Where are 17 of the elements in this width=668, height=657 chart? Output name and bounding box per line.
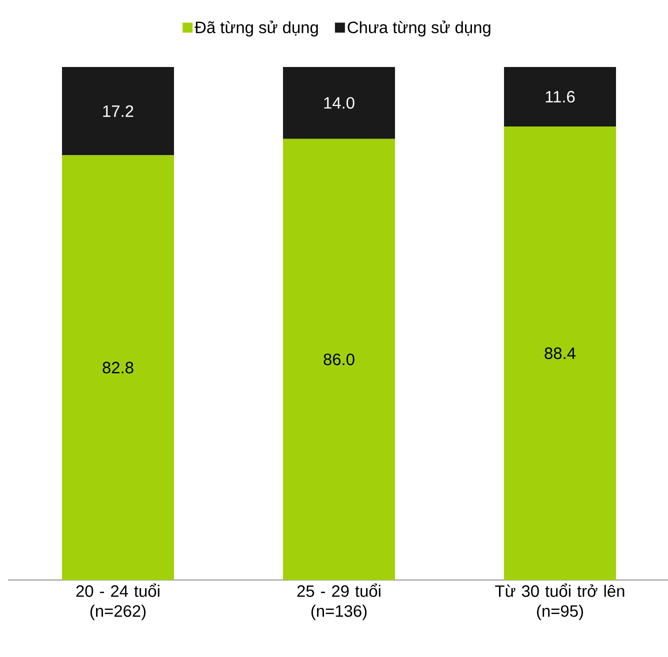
data-label: 82.8 [102, 362, 134, 374]
data-label: 88.4 [544, 347, 576, 360]
legend-label: Chưa từng sử dụng [348, 20, 490, 37]
data-label: 11.6 [546, 90, 575, 103]
x-tick-label: 20 - 24 tuổi (n=262) [76, 584, 160, 620]
data-label: 86.0 [324, 354, 354, 366]
bar [283, 138, 396, 580]
data-label: 17.2 [103, 105, 134, 117]
bar [62, 66, 174, 156]
x-tick-label: Từ 30 tuổi trở lên (n=95) [495, 584, 624, 620]
bar [62, 155, 174, 580]
legend-label: Đã từng sử dụng [194, 20, 318, 37]
data-label: 14.0 [324, 97, 354, 109]
bar [504, 66, 616, 126]
bar [504, 126, 616, 580]
bar [283, 66, 396, 139]
x-tick-label: 25 - 29 tuổi (n=136) [297, 584, 380, 620]
